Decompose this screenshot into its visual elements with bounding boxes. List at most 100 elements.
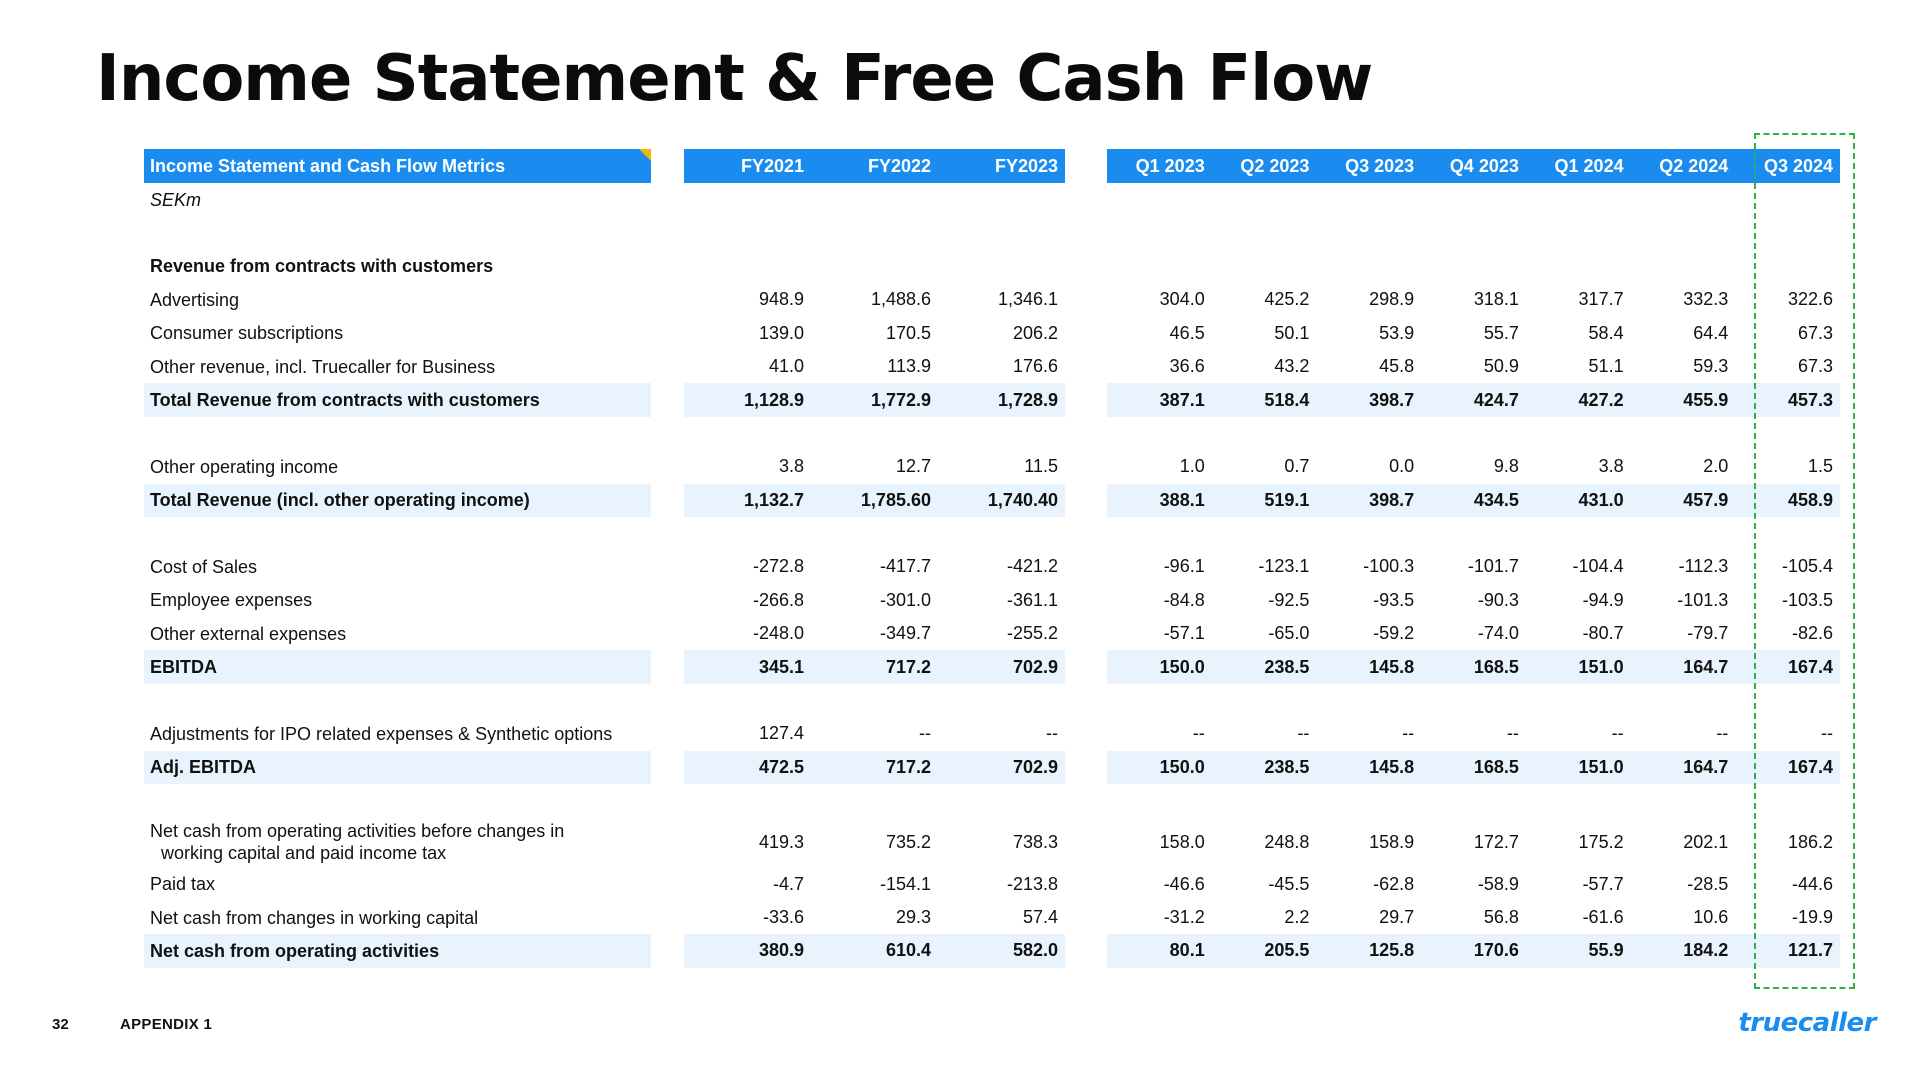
value-cell: -94.9 (1582, 589, 1624, 610)
value-cell: 248.8 (1264, 831, 1310, 852)
label-rows: SEKm Revenue from contracts with customer… (144, 183, 651, 968)
value-cell: -101.3 (1677, 589, 1729, 610)
column-header-q2-2023: Q2 2023 (1240, 155, 1310, 176)
header-corner-marker (639, 149, 651, 161)
value-cell: 431.0 (1578, 489, 1624, 510)
value-cell: 702.9 (1012, 656, 1058, 677)
value-cell: -- (1821, 723, 1834, 744)
value-cell: 127.4 (758, 723, 804, 744)
row-labels-column: Income Statement and Cash Flow Metrics S… (144, 149, 651, 968)
value-cell: -93.5 (1373, 589, 1415, 610)
value-cell: -59.2 (1373, 623, 1415, 644)
value-cell: -57.1 (1163, 623, 1205, 644)
value-cell: 168.5 (1473, 656, 1519, 677)
row-label-text: Net cash from operating activities befor… (150, 821, 565, 864)
table-row: 387.1 518.4 398.7 424.7 427.2 455.9 457.3 (1107, 383, 1840, 417)
row-label-text: Net cash from operating activities (150, 940, 440, 961)
value-cell: 0.7 (1284, 456, 1310, 477)
value-cell: -74.0 (1477, 623, 1519, 644)
table-row: 388.1 519.1 398.7 434.5 431.0 457.9 458.9 (1107, 483, 1840, 517)
value-cell: -417.7 (879, 556, 931, 577)
value-cell: 150.0 (1159, 656, 1205, 677)
value-cell: 398.7 (1369, 389, 1415, 410)
value-cell: -- (1192, 723, 1205, 744)
value-cell: 184.2 (1683, 940, 1729, 961)
value-cell: -4.7 (772, 873, 804, 894)
value-cell: -101.7 (1467, 556, 1519, 577)
value-cell: 717.2 (885, 756, 931, 777)
value-cell: 145.8 (1369, 656, 1415, 677)
value-cell: 57.4 (1022, 907, 1058, 927)
value-cell: -104.4 (1572, 556, 1624, 577)
value-cell: 398.7 (1369, 489, 1415, 510)
value-cell: 164.7 (1683, 656, 1729, 677)
row-label: Paid tax (144, 867, 651, 900)
value-cell: 151.0 (1578, 756, 1624, 777)
row-label-text: Adjustments for IPO related expenses & S… (150, 723, 613, 744)
value-cell: 56.8 (1483, 907, 1519, 927)
row-label: SEKm (144, 183, 651, 216)
value-cell: 151.0 (1578, 656, 1624, 677)
spacer-row (1107, 784, 1840, 817)
annual-columns-block: FY2021 FY2022 FY2023 948.9 1,488.6 1,346.1 13… (684, 149, 1065, 968)
appendix-label: APPENDIX 1 (120, 1016, 213, 1033)
value-cell: 518.4 (1264, 389, 1310, 410)
row-label: Advertising (144, 283, 651, 316)
table-row: 36.6 43.2 45.8 50.9 51.1 59.3 67.3 (1107, 350, 1840, 383)
row-label-continuation: working capital and paid income tax (161, 843, 447, 864)
value-cell: -266.8 (752, 589, 804, 610)
row-label: Adj. EBITDA (144, 750, 651, 785)
value-cell: 170.6 (1473, 940, 1519, 961)
value-cell: 10.6 (1693, 907, 1729, 927)
row-label: Other external expenses (144, 617, 651, 650)
value-cell: 457.3 (1787, 389, 1834, 410)
value-cell: -112.3 (1678, 556, 1729, 577)
value-cell: 55.7 (1483, 322, 1519, 343)
table-row: -46.6 -45.5 -62.8 -58.9 -57.7 -28.5 -44.6 (1107, 867, 1840, 900)
spacer-row (144, 517, 651, 550)
value-cell: 424.7 (1473, 389, 1519, 410)
value-cell: 717.2 (885, 656, 931, 677)
value-cell: -123.1 (1258, 556, 1310, 577)
value-cell: -255.2 (1006, 623, 1058, 644)
value-cell: -79.7 (1687, 623, 1729, 644)
value-cell: 702.9 (1012, 756, 1058, 777)
row-label: Net cash from operating activities befor… (144, 817, 651, 867)
value-cell: 457.9 (1683, 489, 1729, 510)
table-row: -4.7 -154.1 -213.8 (684, 867, 1065, 900)
value-cell: 50.9 (1483, 356, 1519, 377)
value-cell: 67.3 (1797, 322, 1834, 343)
value-cell: -45.5 (1268, 873, 1310, 894)
value-cell: -61.6 (1582, 907, 1624, 927)
value-cell: -62.8 (1373, 873, 1415, 894)
value-cell: 1,128.9 (743, 389, 804, 410)
value-cell: 735.2 (885, 831, 931, 852)
value-cell: 11.5 (1024, 456, 1058, 477)
spacer-row (144, 417, 651, 450)
table-row: 472.5 717.2 702.9 (684, 750, 1065, 785)
spacer-row (1107, 216, 1840, 249)
value-cell: 318.1 (1473, 289, 1519, 310)
value-cell: -248.0 (752, 623, 804, 644)
value-cell: -272.8 (752, 556, 804, 577)
value-cell: 45.8 (1379, 356, 1415, 377)
value-cell: 121.7 (1787, 940, 1834, 961)
table-row: -272.8 -417.7 -421.2 (684, 550, 1065, 583)
value-cell: -82.6 (1792, 623, 1834, 644)
column-header-fy2023: FY2023 (994, 155, 1058, 176)
table-row: 1,132.7 1,785.60 1,740.40 (684, 483, 1065, 517)
value-cell: 425.2 (1264, 289, 1310, 310)
value-cell: 1.0 (1179, 456, 1205, 477)
table-row: 1,128.9 1,772.9 1,728.9 (684, 383, 1065, 417)
value-cell: 29.7 (1379, 907, 1415, 927)
value-cell: 168.5 (1473, 756, 1519, 777)
spacer-row (144, 784, 651, 817)
value-cell: 113.9 (887, 356, 931, 377)
value-cell: 582.0 (1012, 940, 1058, 961)
table-row: 304.0 425.2 298.9 318.1 317.7 332.3 322.6 (1107, 283, 1840, 316)
value-cell: 80.1 (1169, 940, 1205, 961)
row-label-text: Employee expenses (150, 590, 313, 611)
value-cell: 9.8 (1493, 456, 1519, 477)
row-label: Other revenue, incl. Truecaller for Busi… (144, 350, 651, 383)
row-label-text: Total Revenue (incl. other operating inc… (150, 490, 530, 511)
